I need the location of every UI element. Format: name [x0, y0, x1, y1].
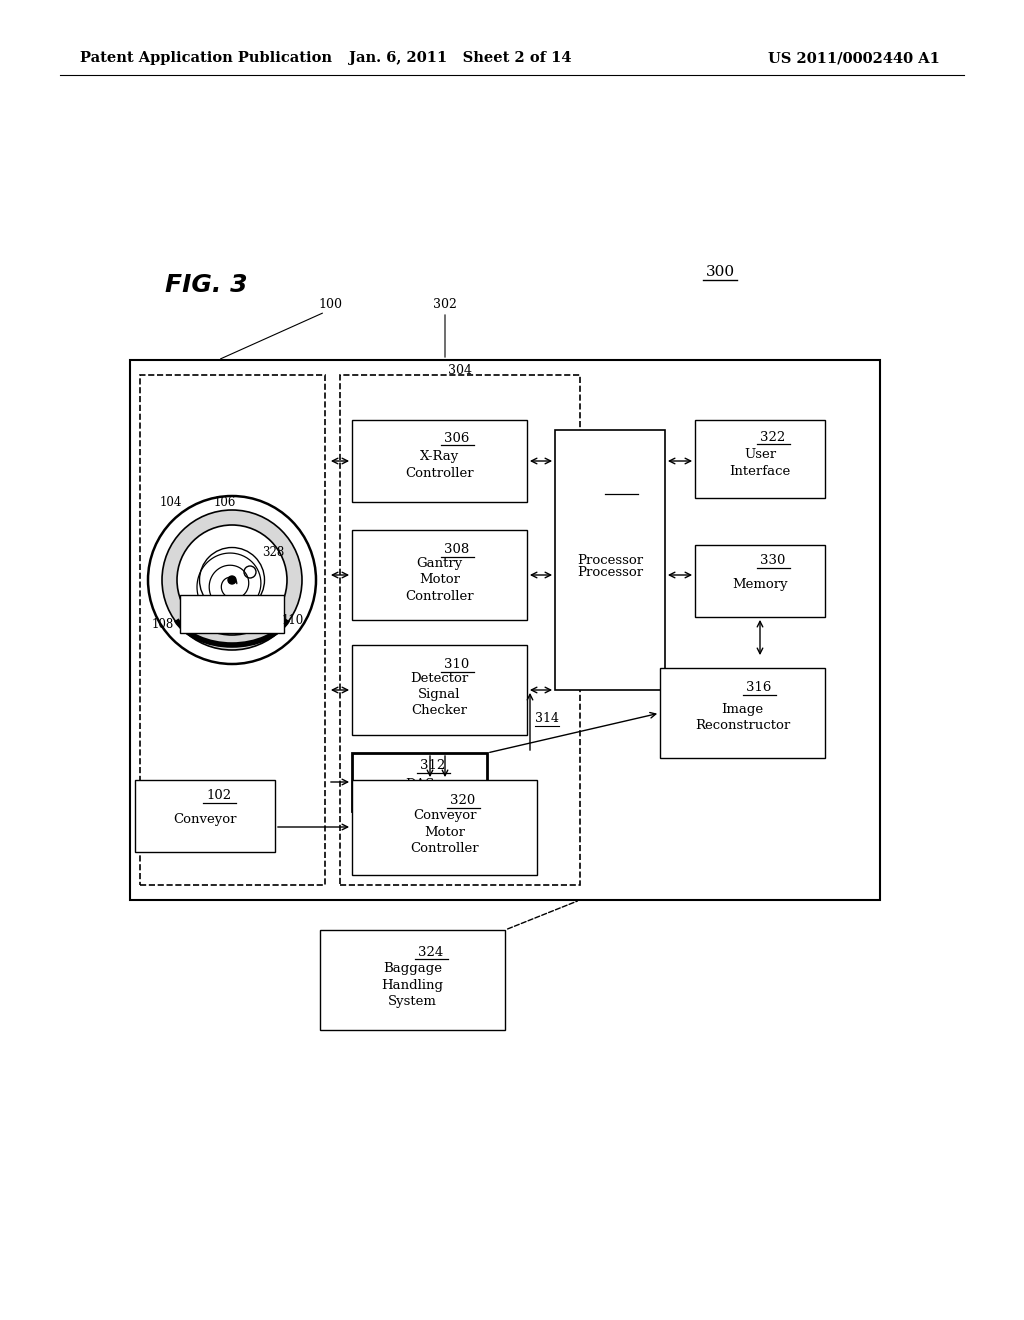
- Text: US 2011/0002440 A1: US 2011/0002440 A1: [768, 51, 940, 65]
- Text: 330: 330: [760, 554, 785, 568]
- Ellipse shape: [200, 548, 264, 612]
- Bar: [180, 595, 284, 634]
- Bar: [695, 545, 825, 616]
- Text: 304: 304: [449, 363, 472, 376]
- Text: 104: 104: [160, 495, 182, 508]
- Ellipse shape: [177, 525, 287, 635]
- Bar: [340, 375, 580, 884]
- Text: 328: 328: [262, 545, 285, 558]
- Text: 314: 314: [535, 711, 559, 725]
- Text: Memory: Memory: [732, 578, 787, 591]
- Text: 316: 316: [746, 681, 772, 694]
- Bar: [695, 420, 825, 498]
- Text: User
Interface: User Interface: [729, 449, 791, 478]
- Text: X-Ray
Controller: X-Ray Controller: [406, 450, 474, 480]
- Text: Baggage
Handling
System: Baggage Handling System: [382, 962, 443, 1008]
- Text: Conveyor: Conveyor: [173, 813, 237, 826]
- Text: 322: 322: [761, 430, 785, 444]
- Text: 300: 300: [706, 265, 734, 279]
- Text: 100: 100: [318, 298, 342, 312]
- Circle shape: [228, 576, 236, 583]
- Bar: [352, 780, 537, 875]
- Circle shape: [244, 566, 256, 578]
- Bar: [352, 420, 527, 502]
- Text: 102: 102: [207, 789, 231, 803]
- Text: 320: 320: [451, 795, 475, 808]
- Text: 108: 108: [152, 619, 174, 631]
- Text: 324: 324: [419, 945, 443, 958]
- Text: 302: 302: [433, 298, 457, 312]
- Bar: [352, 531, 527, 620]
- Text: FIG. 3: FIG. 3: [165, 273, 248, 297]
- Bar: [660, 668, 825, 758]
- Text: Processor: Processor: [577, 566, 643, 579]
- Bar: [352, 645, 527, 735]
- Text: 306: 306: [444, 432, 470, 445]
- Text: Jan. 6, 2011   Sheet 2 of 14: Jan. 6, 2011 Sheet 2 of 14: [349, 51, 571, 65]
- Ellipse shape: [162, 510, 302, 649]
- Text: 310: 310: [444, 659, 470, 672]
- Bar: [135, 780, 275, 851]
- Text: Patent Application Publication: Patent Application Publication: [80, 51, 332, 65]
- Bar: [130, 360, 880, 900]
- Text: Image
Reconstructor: Image Reconstructor: [695, 702, 791, 733]
- Text: 308: 308: [444, 544, 470, 556]
- Text: 110: 110: [282, 614, 304, 627]
- Bar: [352, 752, 487, 810]
- Text: Gantry
Motor
Controller: Gantry Motor Controller: [406, 557, 474, 602]
- Text: 312: 312: [421, 759, 445, 772]
- Text: Processor: Processor: [577, 553, 643, 566]
- Text: Conveyor
Motor
Controller: Conveyor Motor Controller: [411, 809, 479, 855]
- Bar: [140, 375, 325, 884]
- Bar: [555, 430, 665, 690]
- Text: DAS: DAS: [404, 779, 434, 792]
- Bar: [319, 931, 505, 1030]
- Text: 106: 106: [214, 495, 237, 508]
- Text: Detector
Signal
Checker: Detector Signal Checker: [411, 672, 469, 718]
